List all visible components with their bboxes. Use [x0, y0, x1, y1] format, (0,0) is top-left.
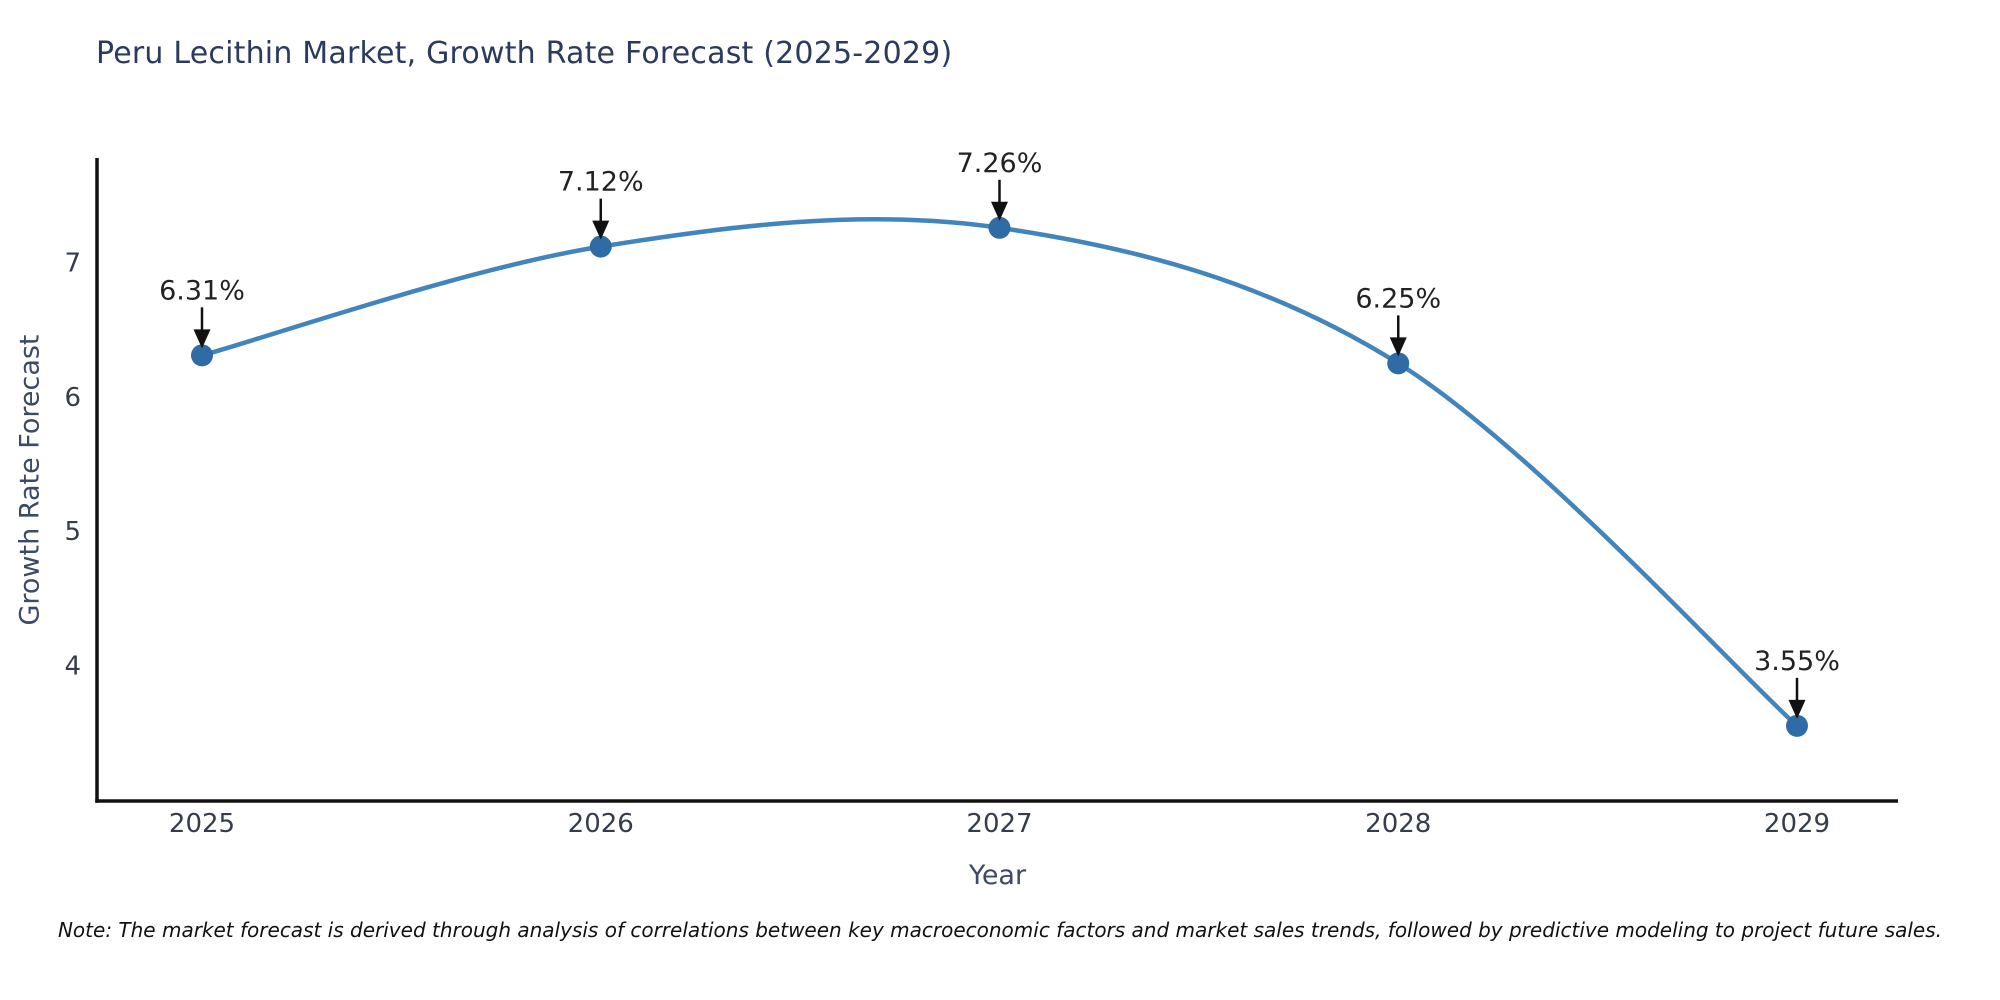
- x-axis-title: Year: [968, 860, 1027, 891]
- annotation-arrow-head: [991, 201, 1008, 221]
- data-point-label: 7.26%: [957, 148, 1043, 179]
- chart-title: Peru Lecithin Market, Growth Rate Foreca…: [96, 36, 953, 71]
- data-point-marker: [589, 235, 612, 258]
- data-point-label: 6.31%: [159, 275, 245, 306]
- data-point-marker: [1387, 352, 1410, 375]
- y-tick-label: 6: [64, 383, 81, 413]
- data-point-label: 3.55%: [1754, 646, 1840, 677]
- data-point-label: 6.25%: [1355, 283, 1441, 314]
- forecast-line-series: [199, 217, 1800, 729]
- x-tick-label: 2028: [1365, 809, 1431, 839]
- footnote: Note: The market forecast is derived thr…: [57, 918, 1943, 942]
- y-tick-label: 5: [64, 517, 81, 547]
- x-tick-label: 2026: [568, 809, 634, 839]
- data-point-label: 7.12%: [558, 167, 644, 198]
- annotation-arrow-head: [1788, 699, 1806, 719]
- annotation-arrow-head: [1389, 337, 1407, 357]
- x-tick-label: 2025: [169, 809, 235, 839]
- data-point-marker: [191, 344, 213, 367]
- annotation-arrow-head: [592, 220, 610, 240]
- y-tick-label: 4: [64, 651, 81, 681]
- y-axis-title: Growth Rate Forecast: [14, 334, 46, 626]
- y-tick-label: 7: [64, 249, 81, 279]
- x-tick-label: 2029: [1764, 809, 1830, 839]
- x-tick-label: 2027: [966, 809, 1032, 839]
- annotation-arrow-head: [193, 329, 211, 349]
- data-point-marker: [988, 216, 1011, 239]
- data-point-marker: [1786, 714, 1808, 737]
